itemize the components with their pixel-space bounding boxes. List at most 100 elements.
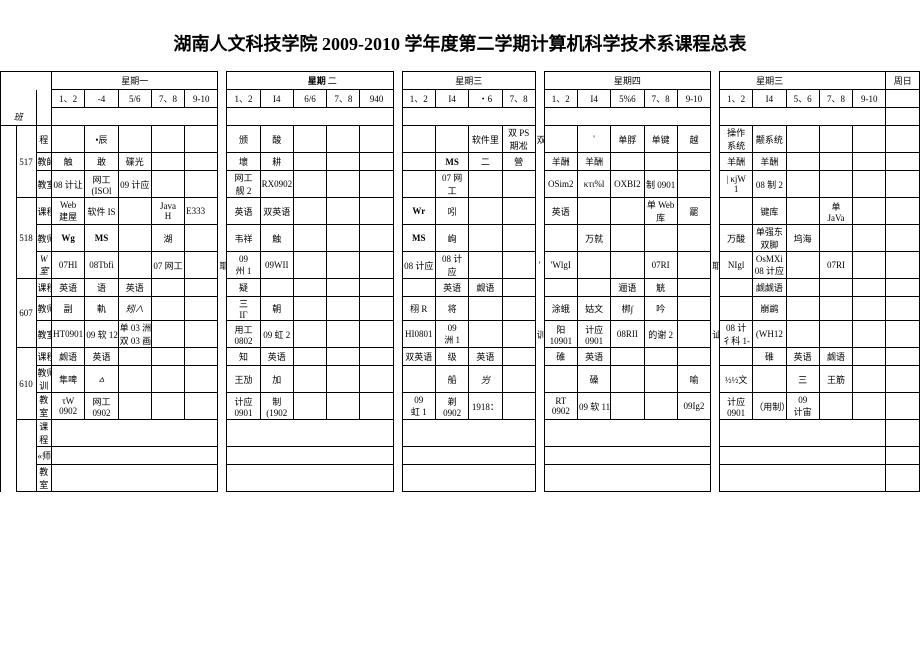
cell: 09Ig2 <box>677 393 710 420</box>
cell: 07 网工 <box>435 171 468 198</box>
slot: 5%6 <box>611 90 644 108</box>
cell: 1918： <box>469 393 502 420</box>
cell: 觥 <box>644 279 677 297</box>
cell: 剃0902 <box>435 393 468 420</box>
page-title: 湖南人文科技学院 2009-2010 学年度第二学期计算机科学技术系课程总表 <box>0 0 920 71</box>
class-610-r2: 教师训 隼啤⩟ 王劢加 船屶 磉喻 ½½文三王筋 <box>1 366 920 393</box>
cell: 08 计让 <box>52 171 85 198</box>
day-wed: 星期三 <box>402 72 535 90</box>
slot: 1、2 <box>402 90 435 108</box>
slot: 9-10 <box>677 90 710 108</box>
cell: 08RII <box>611 321 644 348</box>
cell: 逦语 <box>611 279 644 297</box>
cell: ½½文 <box>719 366 752 393</box>
cell: 觑语 <box>52 348 85 366</box>
cell: 08 制 2 <box>753 171 786 198</box>
row-type: 课程 <box>36 348 52 366</box>
class-518-r3: W室 07HI08Tbfi 07 网工 耶 09州 1 09WII 08 计应 … <box>1 252 920 279</box>
day-sun: 周日 <box>886 72 920 90</box>
cell: 崩鹚 <box>753 297 786 321</box>
class-id: 610 <box>16 348 36 420</box>
day-header-row: 星期一 星期 二 星期三 星期四 星期三 周日 <box>1 72 920 90</box>
slot: 6/6 <box>293 90 326 108</box>
cell: 敢 <box>85 153 118 171</box>
cell: 羊酬 <box>719 153 752 171</box>
cell: 英语 <box>544 198 577 225</box>
cell: 湖 <box>151 225 184 252</box>
cell: OXBI2 <box>611 171 644 198</box>
slot: 5/6 <box>118 90 151 108</box>
cell: 09WII <box>260 252 293 279</box>
cell: Wr <box>402 198 435 225</box>
cell: 触 <box>52 153 85 171</box>
cell: 屶 <box>469 366 502 393</box>
cell: 隼啤 <box>52 366 85 393</box>
cell: 双英语 <box>260 198 293 225</box>
row-type: 教师训 <box>36 366 52 393</box>
class-517-r1: 517 程 •辰 颁酸 软件里 双 PS期凇 双 PS '单脬单键越 操作系统 … <box>1 126 920 153</box>
cell: 09 虹 2 <box>260 321 293 348</box>
cell: 姑文 <box>577 297 610 321</box>
cell: 知 <box>227 348 260 366</box>
cell: 08 计应 <box>435 252 468 279</box>
empty-row: 课程 <box>1 420 920 447</box>
cell: RT0902 <box>544 393 577 420</box>
cell: 壞 <box>227 153 260 171</box>
cell: 软件 IS <box>85 198 118 225</box>
cell: 栩 R <box>402 297 435 321</box>
slot: 1、2 <box>719 90 752 108</box>
row-type: 教室 <box>36 393 52 420</box>
cell: MS <box>435 153 468 171</box>
cell: HT0901 <box>52 321 85 348</box>
empty-row: 教室 <box>1 465 920 492</box>
cell: MS <box>85 225 118 252</box>
cell: 英语 <box>435 279 468 297</box>
cell: 键库 <box>753 198 786 225</box>
class-518-r2: 教师 Wg MS 湖 韦祥触 MS峋 万就 万酸 单强东双脚 坞海 <box>1 225 920 252</box>
empty-row: «师 <box>1 447 920 465</box>
cell: (WH12 <box>753 321 786 348</box>
class-517-r2: 教師 触敢碟光 壞耕 MS二營 羊酬羊酬 羊酬羊酬 <box>1 153 920 171</box>
cell: RX0902 <box>260 171 293 198</box>
day-fri: 星期三 <box>719 72 819 90</box>
cell: 计应0901 <box>577 321 610 348</box>
class-id: 607 <box>16 279 36 348</box>
day-mon: 星期一 <box>52 72 218 90</box>
slot: 7、8 <box>644 90 677 108</box>
row-type: 教師 <box>36 153 52 171</box>
cell: 09 软 12 <box>85 321 118 348</box>
cell: 碓 <box>544 348 577 366</box>
cell: 09 软 11 <box>577 393 610 420</box>
cell: 英语 <box>786 348 819 366</box>
cell: | κjW1 <box>719 171 752 198</box>
cell: 觑语 <box>819 348 852 366</box>
cell: 08 计彳科 1- <box>719 321 752 348</box>
cell: 单键 <box>644 126 677 153</box>
cell: 喻 <box>677 366 710 393</box>
cell: 磉 <box>577 366 610 393</box>
cell: 双 PS <box>535 126 544 153</box>
cell: 酸 <box>260 126 293 153</box>
row-type: 课程 <box>36 279 52 297</box>
cell: ' <box>577 126 610 153</box>
cell: 耕 <box>260 153 293 171</box>
cell: 将 <box>435 297 468 321</box>
class-id: 517 <box>16 126 36 198</box>
cell: 07RI <box>819 252 852 279</box>
class-610-r3: 教室 τW0902 网工0902 计应0901 制(1902 09虹 1 剃09… <box>1 393 920 420</box>
cell: 万就 <box>577 225 610 252</box>
cell: 越 <box>677 126 710 153</box>
cell: 操作系统 <box>719 126 752 153</box>
cell: 单脬 <box>611 126 644 153</box>
cell: 颁 <box>227 126 260 153</box>
cell: 船 <box>435 366 468 393</box>
cell: 双英语 <box>402 348 435 366</box>
cell: 副 <box>52 297 85 321</box>
row-type: 教室 <box>36 171 52 198</box>
cell: Wg <box>52 225 85 252</box>
cell: 双 PS期凇 <box>502 126 535 153</box>
cell: 王劢 <box>227 366 260 393</box>
cell: JavaH <box>151 198 184 225</box>
slot: I4 <box>577 90 610 108</box>
cell: 吲 <box>435 198 468 225</box>
